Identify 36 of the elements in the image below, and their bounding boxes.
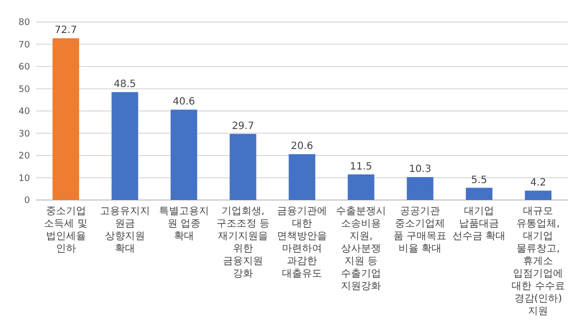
y-tick-label: 10 (18, 174, 30, 184)
bar (52, 38, 80, 200)
category-label: 대규모 유통업체, 대기업 물류창고, 휴게소 입점기업에 대한 수수료 경감(인하) 지원 (512, 206, 565, 317)
x-tick-label: 공공기관 중소기업제품 구매목표 비율 확대 (393, 206, 447, 254)
y-tick-label: 20 (18, 152, 30, 162)
bar (406, 177, 434, 200)
data-label: 5.5 (471, 174, 488, 186)
data-label: 29.7 (232, 120, 254, 132)
x-tick-label: 중소기업 소득세 및 법인세율 인하 (44, 206, 88, 254)
y-tick-label: 80 (18, 18, 30, 28)
bar (112, 92, 138, 200)
y-tick-label: 30 (18, 129, 30, 140)
x-tick-label: 특별고용지원 업종 확대 (158, 206, 209, 242)
data-label: 11.5 (350, 161, 372, 172)
x-tick-label: 대기업 납품대금 선수금 확대 (452, 206, 506, 242)
x-tick-label: 수출분쟁시 소송비용 지원, 상사분쟁 지원 등 수출기업 지원강화 (336, 206, 386, 292)
data-label: 10.3 (408, 164, 432, 176)
y-tick-label: 50 (18, 84, 30, 95)
bar (230, 134, 256, 200)
bar (524, 190, 552, 200)
x-tick-label: 고용유지지원금 상향지원 확대 (100, 206, 150, 254)
bar (466, 188, 492, 200)
bar (348, 174, 374, 200)
y-tick-label: 60 (18, 62, 30, 73)
x-tick-label: 금융기관에 대한 면책방안을 마련하여 과감한 대출유도 (277, 206, 327, 280)
data-label: 20.6 (290, 141, 314, 152)
y-tick-label: 70 (18, 40, 30, 50)
y-tick-label: 0 (24, 196, 30, 206)
y-tick-label: 40 (18, 107, 30, 118)
x-tick-label: 기업회생, 구조조정 등 재기지원을 위한 금융지원 강화 (216, 206, 270, 280)
data-label: 72.7 (54, 25, 77, 36)
data-label: 48.5 (114, 79, 136, 90)
data-label: 40.6 (172, 96, 196, 108)
bar (288, 154, 316, 200)
data-label: 4.2 (530, 178, 546, 189)
bar (170, 110, 198, 200)
